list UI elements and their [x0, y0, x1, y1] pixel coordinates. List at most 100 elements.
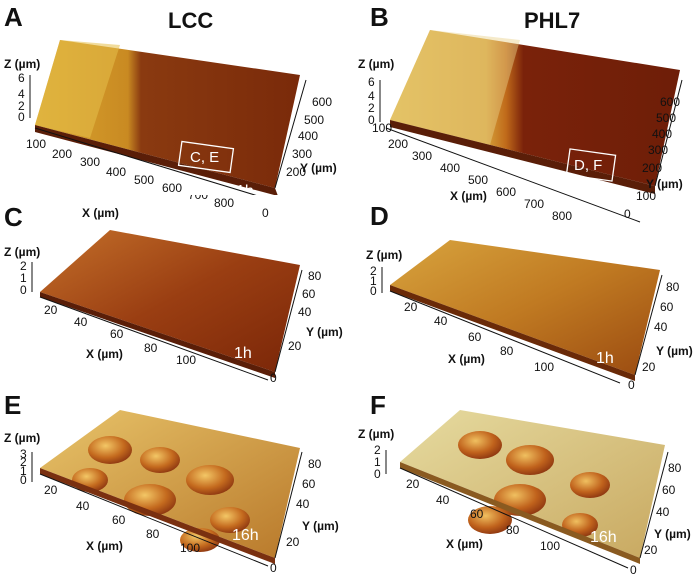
y-tick: 600 [312, 95, 332, 109]
panel-title-phl7: PHL7 [524, 8, 581, 33]
x-tick: 20 [44, 483, 58, 497]
panel-label-b: B [370, 2, 389, 32]
surface-c [40, 230, 300, 372]
panel-f: F 16h Z (µm) 2 1 0 20 40 60 80 100 X ( [350, 390, 699, 580]
z-axis-label-e: Z (µm) [4, 431, 40, 445]
x-tick: 600 [162, 181, 182, 195]
y-tick: 0 [270, 371, 277, 385]
y-tick: 20 [288, 339, 302, 353]
y-tick: 80 [668, 461, 682, 475]
z-tick: 0 [20, 283, 27, 297]
z-tick: 2 [20, 455, 27, 469]
panel-e: E 16h Z (µm) 3 2 1 0 20 40 60 80 [0, 390, 350, 580]
x-tick: 40 [74, 315, 88, 329]
x-tick: 60 [112, 513, 126, 527]
y-tick: 40 [656, 505, 670, 519]
z-tick: 0 [18, 110, 25, 124]
y-tick: 500 [656, 111, 676, 125]
region-box-label: C, E [190, 149, 219, 166]
afm-surface-plot-b: D, F 1h Z (µm) 6 4 2 0 100 200 300 400 5… [358, 30, 683, 223]
x-tick: 40 [436, 493, 450, 507]
y-tick: 0 [630, 563, 637, 577]
afm-surface-plot-c: 1h Z (µm) 2 1 0 20 40 60 80 100 X (µm) 8… [4, 230, 343, 385]
afm-surface-plot-a: C, E 1h Z (µm) 6 4 2 0 100 200 300 400 5… [4, 40, 337, 195]
x-axis-label-e: X (µm) [86, 539, 123, 553]
y-tick: 400 [652, 127, 672, 141]
y-tick: 100 [636, 189, 656, 203]
x-tick: 400 [440, 161, 460, 175]
panel-label-f: F [370, 390, 386, 420]
region-box-d-f [565, 148, 617, 182]
x-axis-label-a: X (µm) [82, 206, 119, 220]
y-tick: 40 [654, 320, 668, 334]
z-axis-label-f: Z (µm) [358, 427, 394, 441]
z-axis-label-b: Z (µm) [358, 57, 394, 71]
z-tick: 2 [18, 99, 25, 113]
z-axis-label-c: Z (µm) [4, 245, 40, 259]
z-tick: 2 [368, 101, 375, 115]
y-tick: 0 [628, 378, 635, 390]
y-tick: 300 [292, 147, 312, 161]
time-label-f: 16h [590, 529, 617, 546]
y-tick: 60 [662, 483, 676, 497]
afm-surface-plot-d: 1h Z (µm) 2 1 0 20 40 60 80 100 X (µm) 8… [366, 240, 693, 390]
x-tick: 300 [412, 149, 432, 163]
panel-c: C 1h Z (µm) 2 1 0 20 40 60 80 100 X (µm)… [0, 200, 350, 385]
y-tick: 400 [298, 129, 318, 143]
y-axis-label-e: Y (µm) [302, 519, 339, 533]
z-tick: 0 [368, 113, 375, 127]
panel-label-e: E [4, 390, 22, 420]
y-tick: 60 [302, 477, 316, 491]
time-label-b: 1h [612, 195, 630, 212]
z-tick: 6 [18, 71, 25, 85]
y-axis-label-a: Y (µm) [300, 161, 337, 175]
x-tick: 100 [372, 121, 392, 135]
panel-title-lcc: LCC [168, 8, 214, 33]
x-tick: 20 [406, 477, 420, 491]
surface-d [390, 240, 660, 375]
y-tick: 60 [660, 300, 674, 314]
x-tick: 700 [524, 197, 544, 211]
y-tick: 600 [660, 95, 680, 109]
y-tick: 200 [642, 161, 662, 175]
surface-b [390, 30, 680, 186]
z-tick: 4 [18, 87, 25, 101]
x-tick: 100 [176, 353, 196, 367]
x-tick: 60 [110, 327, 124, 341]
x-axis-label-b: X (µm) [450, 189, 487, 203]
time-label-a: 1h [236, 183, 254, 195]
y-tick: 200 [286, 165, 306, 179]
x-tick: 80 [500, 344, 514, 358]
y-tick: 60 [302, 287, 316, 301]
x-tick: 500 [134, 173, 154, 187]
afm-surface-plot-e: 16h Z (µm) 3 2 1 0 20 40 60 80 100 X (µm… [4, 410, 339, 575]
y-tick: 0 [270, 561, 277, 575]
z-axis-label-a: Z (µm) [4, 57, 40, 71]
y-tick: 300 [648, 143, 668, 157]
x-tick: 80 [144, 341, 158, 355]
panel-label-c: C [4, 202, 23, 232]
y-tick: 80 [308, 457, 322, 471]
time-label-c: 1h [234, 345, 252, 362]
time-label-e: 16h [232, 527, 259, 544]
z-tick: 0 [370, 284, 377, 298]
panel-d: D 1h Z (µm) 2 1 0 20 40 60 80 100 X (µm)… [350, 201, 699, 390]
x-tick: 600 [496, 185, 516, 199]
panel-a: A LCC C, E 1h Z (µm) 6 4 2 0 100 200 300… [0, 0, 350, 195]
panel-label-a: A [4, 2, 23, 32]
z-tick: 1 [20, 271, 27, 285]
y-axis-label-d: Y (µm) [656, 344, 693, 358]
x-tick: 60 [470, 507, 484, 521]
x-tick: 200 [52, 147, 72, 161]
x-axis-label-d: X (µm) [448, 352, 485, 366]
y-tick: 40 [298, 305, 312, 319]
y-tick: 40 [296, 497, 310, 511]
x-tick: 40 [434, 314, 448, 328]
z-tick: 4 [368, 89, 375, 103]
y-tick: 20 [286, 535, 300, 549]
x-tick: 800 [214, 196, 234, 210]
x-tick: 100 [180, 541, 200, 555]
x-tick: 200 [388, 137, 408, 151]
y-tick: 500 [304, 113, 324, 127]
z-tick: 3 [20, 447, 27, 461]
